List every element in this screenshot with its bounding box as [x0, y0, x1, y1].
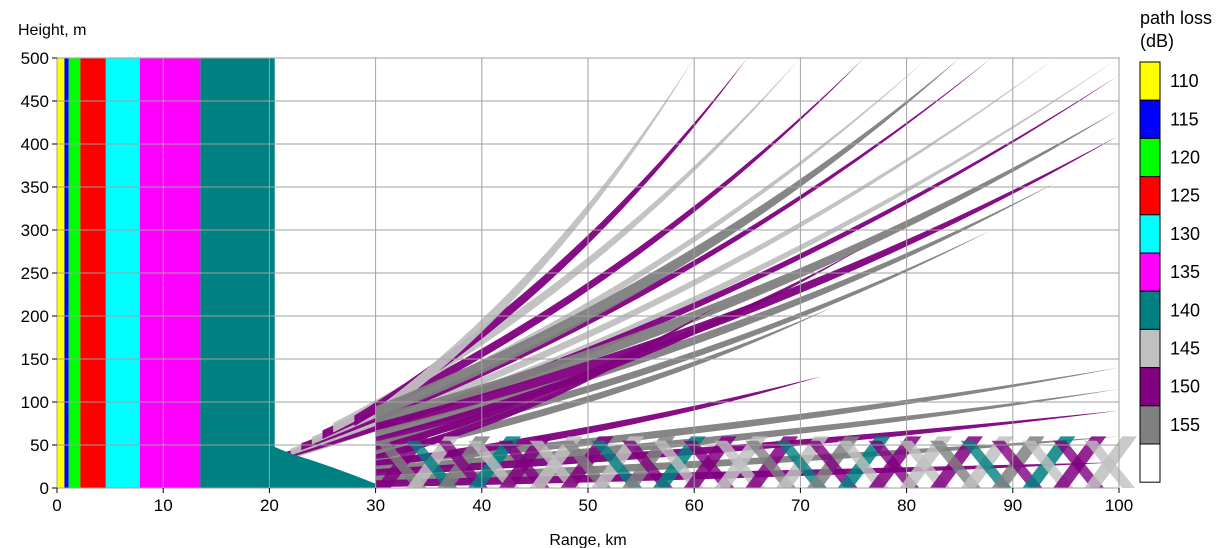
multipath-stripe [529, 440, 581, 488]
x-tick-label: 50 [579, 496, 598, 515]
legend-swatch-145 [1139, 328, 1161, 369]
y-tick-label: 200 [21, 307, 49, 326]
ground-region-140 [200, 410, 376, 488]
x-tick-label: 40 [472, 496, 491, 515]
legend-label: 145 [1170, 339, 1200, 359]
legend-swatch-150 [1139, 367, 1161, 407]
x-tick-label: 0 [52, 496, 61, 515]
lobe-155 [375, 58, 960, 419]
legend-label: 140 [1170, 300, 1200, 320]
x-axis-label: Range, km [549, 532, 626, 548]
multipath-stripe [560, 440, 612, 488]
y-tick-label: 400 [21, 135, 49, 154]
lobe-150 [375, 135, 1120, 433]
legend-swatch-115 [1139, 99, 1161, 139]
legend-swatch-140 [1139, 290, 1161, 330]
legend-label: 155 [1170, 415, 1200, 435]
y-tick-label: 500 [21, 49, 49, 68]
multipath-stripe [775, 440, 827, 488]
x-tick-label: 10 [154, 496, 173, 515]
multipath-stripe [375, 440, 427, 488]
y-tick-label: 450 [21, 92, 49, 111]
multipath-stripe [498, 440, 550, 488]
legend-label: 135 [1170, 262, 1200, 282]
multipath-stripe [652, 440, 704, 488]
multipath-stripe [899, 440, 951, 488]
legend-label: 150 [1170, 377, 1200, 397]
legend-label: 130 [1170, 224, 1200, 244]
legend-swatch-120 [1139, 137, 1161, 178]
multipath-stripe [437, 440, 489, 488]
multipath-stripe [467, 440, 519, 488]
legend-label: 120 [1170, 148, 1200, 168]
legend-label: 115 [1170, 109, 1199, 129]
legend-swatches: 110 115 120 125 130 135 140 145 150 155 [1139, 61, 1200, 483]
legend-swatch-135 [1139, 252, 1161, 292]
legend-label: 110 [1170, 71, 1199, 91]
lobe-150 [375, 247, 865, 445]
legend-swatch-125 [1139, 176, 1161, 216]
multipath-stripe [806, 440, 858, 488]
y-tick-label: 0 [40, 479, 49, 498]
multipath-stripe [1083, 440, 1135, 488]
legend-title-line1: path loss [1140, 8, 1212, 28]
multipath-stripe [991, 440, 1043, 488]
legend-title-line2: (dB) [1140, 31, 1174, 51]
legend-swatch-155 [1139, 405, 1161, 445]
legend-swatch-none [1139, 443, 1161, 483]
x-tick-label: 90 [1003, 496, 1022, 515]
multipath-stripe [837, 440, 889, 488]
legend: path loss (dB) 1101151201251301351401451… [1139, 8, 1212, 483]
x-tick-label: 80 [897, 496, 916, 515]
multipath-stripe [745, 440, 797, 488]
multipath-stripe [1022, 440, 1074, 488]
y-tick-label: 100 [21, 393, 49, 412]
multipath-stripe [683, 440, 735, 488]
multipath-stripe [406, 440, 458, 488]
x-axis-ticks: 0 10 20 30 40 50 60 70 80 90 100 [52, 488, 1133, 515]
multipath-stripe [1053, 440, 1105, 488]
lobe-155 [375, 109, 1120, 427]
x-tick-label: 20 [260, 496, 279, 515]
y-tick-label: 50 [30, 436, 49, 455]
y-tick-label: 150 [21, 350, 49, 369]
y-tick-label: 250 [21, 264, 49, 283]
multipath-stripe [714, 440, 766, 488]
x-tick-label: 70 [791, 496, 810, 515]
x-tick-label: 30 [366, 496, 385, 515]
lobe-150 [375, 307, 716, 453]
multipath-stripe [960, 440, 1012, 488]
legend-swatch-130 [1139, 214, 1161, 254]
multipath-stripe [929, 440, 981, 488]
multipath-stripe [621, 440, 673, 488]
legend-swatch-110 [1139, 61, 1161, 101]
multipath-stripe [591, 440, 643, 488]
y-tick-label: 300 [21, 221, 49, 240]
x-tick-label: 100 [1105, 496, 1133, 515]
legend-label: 125 [1170, 186, 1200, 206]
lobe-155 [375, 182, 1056, 439]
y-axis-ticks: 0 50 100 150 200 250 300 350 400 450 500 [21, 49, 57, 498]
y-axis-label: Height, m [18, 22, 86, 39]
x-tick-label: 60 [685, 496, 704, 515]
y-tick-label: 350 [21, 178, 49, 197]
